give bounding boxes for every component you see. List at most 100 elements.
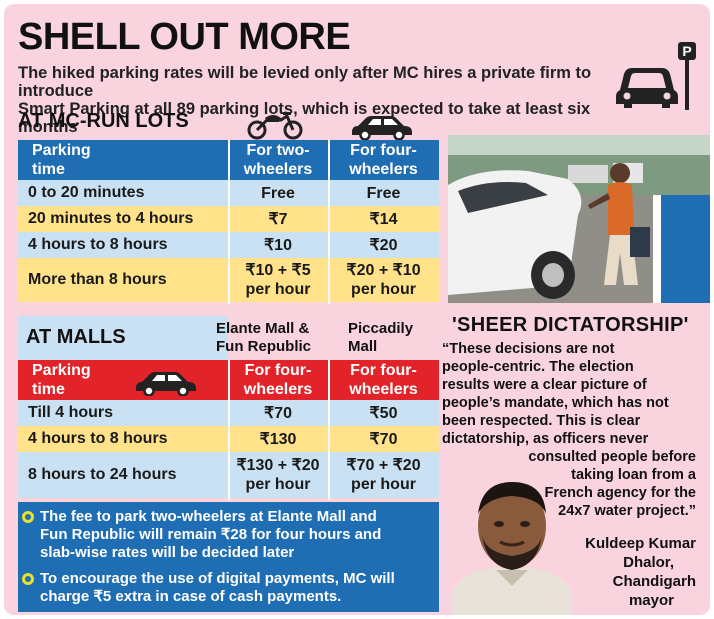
quote-line: “These decisions are not	[442, 341, 615, 357]
quote-line: dictatorship, as officers never	[442, 431, 649, 447]
quote-line: people-centric. The election	[442, 359, 634, 375]
header-text: time	[32, 381, 65, 398]
quote-line: taking loan from a	[571, 467, 696, 483]
cell-four-wheeler: ₹14	[369, 210, 398, 228]
header-text: wheelers	[349, 381, 418, 398]
note-line: Fun Republic will remain ₹28 for four ho…	[40, 526, 382, 543]
cell-elante: ₹130 + ₹20 per hour	[228, 456, 328, 494]
cell-time: 4 hours to 8 hours	[28, 430, 168, 447]
column-divider	[228, 140, 230, 304]
byline: Kuldeep Kumar Dhalor, Chandigarh mayor	[536, 534, 696, 610]
cell-elante: ₹70	[264, 404, 292, 422]
column-divider	[328, 140, 330, 304]
cell-two-wheeler: ₹10	[264, 236, 292, 254]
motorcycle-icon	[247, 112, 303, 140]
cell-piccadily: ₹70 + ₹20 per hour	[328, 456, 439, 494]
cell-time: More than 8 hours	[28, 271, 167, 288]
note-line: slab-wise rates will be decided later	[40, 544, 295, 561]
cell-time: 4 hours to 8 hours	[28, 236, 168, 253]
mall-name-line: Mall	[348, 338, 378, 355]
cell-text: per hour	[245, 281, 311, 298]
header-four-wheelers: For four- wheelers	[328, 361, 439, 399]
notes-box: The fee to park two-wheelers at Elante M…	[18, 502, 439, 612]
header-text: time	[32, 161, 65, 178]
bullet-icon	[22, 573, 34, 585]
car-icon	[136, 372, 196, 396]
header-text: wheelers	[243, 381, 313, 398]
column-divider	[228, 360, 230, 500]
header-text: For four-	[350, 362, 417, 379]
quote-line: results were a clear picture of	[442, 377, 647, 393]
cell-piccadily: ₹70	[369, 430, 398, 448]
cell-four-wheeler: ₹20 + ₹10 per hour	[328, 261, 439, 299]
subtitle-line: The hiked parking rates will be levied o…	[18, 64, 592, 100]
header-text: wheelers	[243, 161, 313, 178]
malls-table: Parking time For four- wheelers For four…	[18, 360, 439, 500]
bullet-icon	[22, 511, 34, 523]
mall-piccadily-heading: Piccadily Mall	[348, 320, 413, 356]
cell-text: per hour	[351, 281, 416, 298]
header-four-wheelers: For four- wheelers	[228, 361, 328, 399]
note-line: The fee to park two-wheelers at Elante M…	[40, 508, 377, 525]
malls-title: AT MALLS	[26, 326, 126, 348]
mall-name-line: Elante Mall &	[216, 320, 310, 337]
cell-text: ₹20 + ₹10	[346, 262, 421, 279]
cell-text: per hour	[245, 476, 311, 493]
car-parking-icon: P	[616, 42, 696, 110]
note-item: The fee to park two-wheelers at Elante M…	[18, 508, 439, 562]
cell-text: ₹70 + ₹20	[346, 457, 421, 474]
header-text: For four-	[244, 362, 312, 379]
header-text: wheelers	[349, 161, 418, 178]
header-text: Parking	[32, 142, 91, 159]
cell-text: ₹10 + ₹5	[245, 262, 311, 279]
column-divider	[328, 360, 330, 500]
note-line: To encourage the use of digital payments…	[40, 570, 395, 587]
mc-lots-table: Parking time For two- wheelers For four-…	[18, 140, 439, 304]
header-text: For four-	[350, 142, 417, 159]
cell-four-wheeler: ₹20	[369, 236, 398, 254]
header-two-wheelers: For two- wheelers	[228, 141, 328, 179]
note-item: To encourage the use of digital payments…	[18, 570, 439, 606]
cell-four-wheeler: Free	[366, 184, 401, 202]
speaker-name: Kuldeep Kumar	[585, 535, 696, 552]
note-line: charge ₹5 extra in case of cash payments…	[40, 588, 342, 605]
quote-line: French agency for the	[544, 485, 696, 501]
mayor-portrait-photo	[452, 482, 572, 615]
cell-text: ₹130 + ₹20	[236, 457, 320, 474]
cell-two-wheeler: ₹7	[268, 210, 288, 228]
mc-lots-title: AT MC-RUN LOTS	[18, 110, 189, 132]
quote-line: been respected. This is clear	[442, 413, 641, 429]
cell-elante: ₹130	[259, 430, 297, 448]
header-text: For two-	[246, 142, 310, 159]
speaker-role: Chandigarh	[612, 573, 696, 590]
header-parking-time: Parking time	[18, 141, 228, 179]
malls-title-box	[18, 316, 228, 360]
quote-line: people’s mandate, which has not	[442, 395, 669, 411]
cell-text: per hour	[351, 476, 416, 493]
cell-time: Till 4 hours	[28, 404, 114, 421]
page-title: SHELL OUT MORE	[18, 16, 351, 58]
subtitle-line: Smart Parking at all 89 parking lots, wh…	[18, 100, 591, 136]
quote-line: 24x7 water project.”	[558, 503, 696, 519]
cell-time: 0 to 20 minutes	[28, 184, 145, 201]
cell-time: 20 minutes to 4 hours	[28, 210, 194, 227]
speaker-name: Dhalor,	[623, 554, 674, 571]
quote-line: consulted people before	[528, 449, 696, 465]
header-four-wheelers: For four- wheelers	[328, 141, 439, 179]
subtitle: The hiked parking rates will be levied o…	[18, 64, 618, 136]
header-text: Parking	[32, 362, 91, 379]
parking-sign: P	[682, 43, 691, 59]
quote-title: 'SHEER DICTATORSHIP'	[452, 314, 689, 336]
cell-two-wheeler: Free	[261, 184, 295, 202]
parking-attendant-photo	[448, 135, 710, 303]
speaker-role: mayor	[628, 592, 674, 609]
cell-piccadily: ₹50	[369, 404, 398, 422]
car-icon	[352, 116, 412, 140]
mall-name-line: Piccadily	[348, 320, 414, 337]
cell-time: 8 hours to 24 hours	[28, 466, 177, 483]
quote-text: “These decisions are not people-centric.…	[442, 340, 696, 520]
infographic: SHELL OUT MORE The hiked parking rates w…	[4, 4, 710, 615]
mall-name-line: Fun Republic	[216, 338, 311, 355]
header-parking-time: Parking time	[18, 361, 228, 399]
cell-two-wheeler: ₹10 + ₹5 per hour	[228, 261, 328, 299]
